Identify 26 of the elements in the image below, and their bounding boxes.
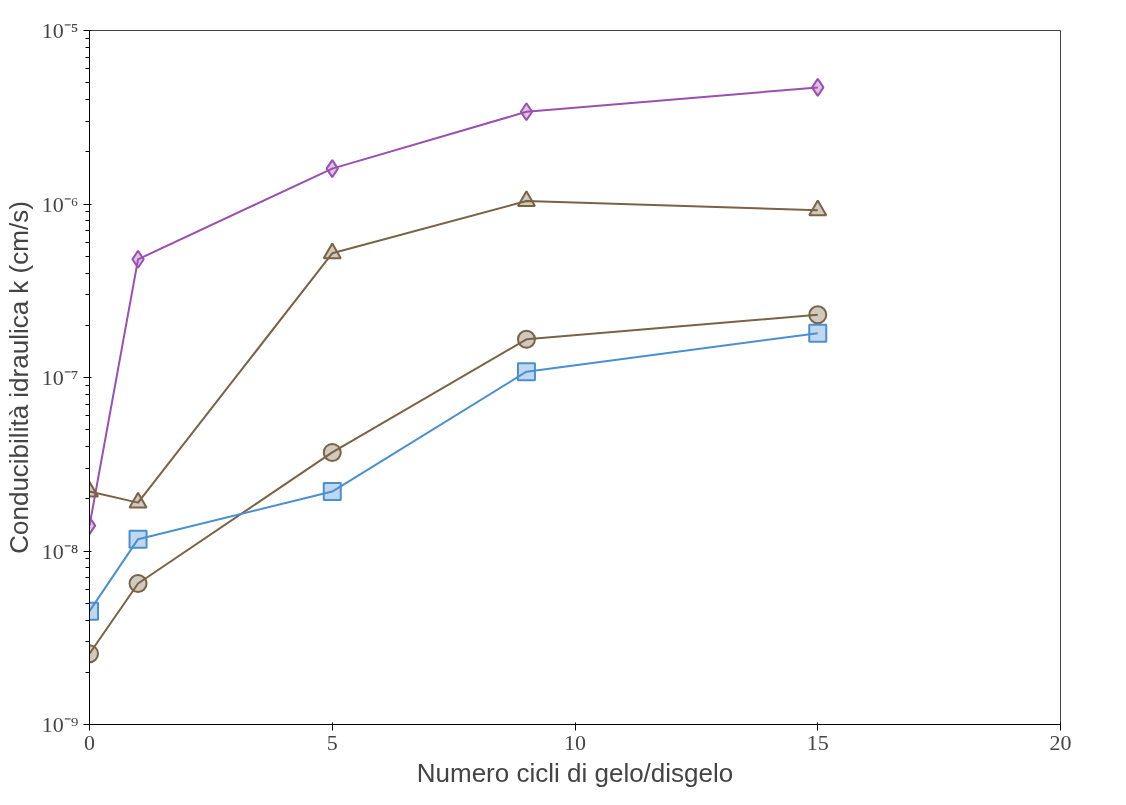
y-tick-label: 10⁻⁶: [41, 191, 79, 217]
y-tick-label: 10⁻⁹: [41, 712, 79, 737]
x-tick-label: 20: [1049, 729, 1072, 755]
point: [516, 362, 536, 382]
point: [131, 249, 145, 269]
x-tick-label: 0: [84, 729, 95, 755]
point: [322, 242, 342, 260]
x-tick-label: 10: [564, 729, 586, 755]
point: [322, 482, 342, 502]
point: [516, 329, 536, 349]
point: [808, 323, 828, 343]
x-tick-label: 5: [326, 729, 338, 755]
point: [128, 529, 148, 549]
point: [811, 77, 825, 97]
y-tick-label: 10⁻⁸: [41, 538, 79, 564]
x-tick-label: 15: [806, 729, 829, 755]
point: [322, 442, 342, 462]
point: [808, 199, 828, 217]
y-tick-label: 10⁻⁵: [41, 18, 79, 43]
point: [808, 305, 828, 325]
x-axis-title: Numero cicli di gelo/disgelo: [416, 757, 734, 788]
y-tick-label: 10⁻⁷: [41, 365, 79, 390]
point: [519, 102, 534, 122]
y-axis-title: Conducibilità idraulica k (cm/s): [3, 201, 34, 554]
point: [128, 573, 148, 593]
point: [325, 159, 339, 179]
